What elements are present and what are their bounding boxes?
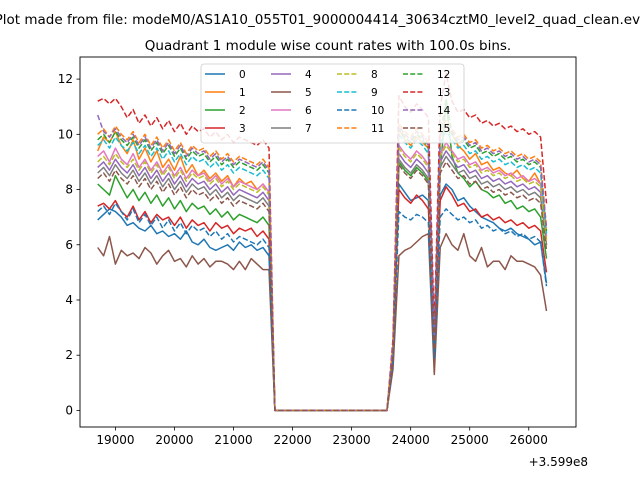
legend-label-3: 3	[239, 123, 246, 135]
x-tick-label: 25000	[451, 433, 489, 447]
y-tick-label: 8	[65, 183, 73, 197]
series-line-14	[96, 114, 548, 412]
legend-label-8: 8	[371, 69, 378, 81]
legend-label-6: 6	[305, 105, 312, 117]
chart-title: Quadrant 1 module wise count rates with …	[145, 38, 511, 54]
legend-label-4: 4	[305, 69, 312, 81]
legend-frame	[200, 63, 465, 144]
y-tick-label: 0	[65, 403, 73, 417]
x-tick-label: 23000	[333, 433, 371, 447]
legend-label-14: 14	[437, 105, 451, 117]
legend-label-2: 2	[239, 105, 246, 117]
y-tick-label: 6	[65, 238, 73, 252]
legend-label-10: 10	[371, 105, 384, 117]
x-tick-label: 24000	[392, 433, 430, 447]
legend-label-12: 12	[437, 69, 450, 81]
series-line-0	[97, 183, 548, 412]
series-line-5	[97, 232, 548, 412]
x-tick-label: 26000	[510, 433, 548, 447]
series-line-11	[97, 119, 548, 412]
x-tick-label: 19000	[96, 433, 134, 447]
plot-frame	[79, 56, 577, 428]
legend-label-5: 5	[305, 87, 312, 99]
legend-label-11: 11	[371, 123, 384, 135]
series-line-3	[97, 186, 548, 412]
legend-label-13: 13	[437, 87, 450, 99]
y-axis: 0 2 4 6 8 10 12	[58, 72, 80, 417]
x-tick-label: 21000	[214, 433, 252, 447]
series-line-13	[97, 72, 548, 412]
series-line-15	[97, 161, 548, 412]
series-line-10	[97, 202, 548, 412]
legend-label-0: 0	[239, 69, 246, 81]
legend-label-7: 7	[305, 123, 312, 135]
y-tick-label: 10	[58, 127, 73, 141]
legend-label-15: 15	[437, 123, 450, 135]
y-tick-label: 12	[58, 72, 73, 86]
x-offset-label: +3.599e8	[529, 455, 588, 469]
y-tick-label: 4	[65, 293, 73, 307]
legend-label-1: 1	[239, 87, 246, 99]
figure-suptitle: Plot made from file: modeM0/AS1A10_055T0…	[0, 12, 640, 28]
series-line-7	[97, 155, 548, 412]
x-tick-label: 22000	[273, 433, 311, 447]
x-tick-label: 20000	[155, 433, 193, 447]
x-axis: 19000 20000 21000 22000 23000 24000 25000 26000	[96, 427, 548, 447]
y-tick-label: 2	[65, 348, 73, 362]
legend-label-9: 9	[371, 87, 378, 99]
plot-lines	[96, 72, 548, 412]
